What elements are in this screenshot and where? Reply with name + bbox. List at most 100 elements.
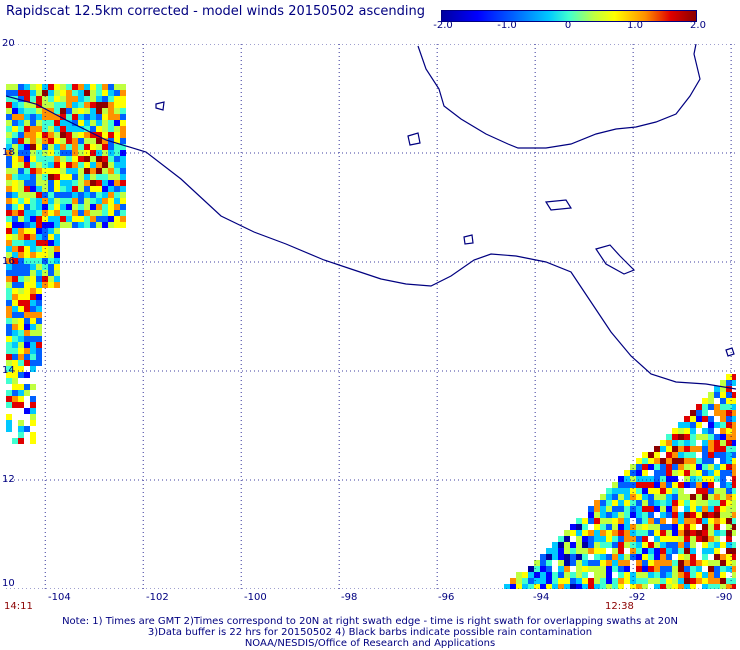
swath-pixel [114,114,120,120]
swath-pixel [54,180,60,186]
swath-pixel [546,548,552,554]
swath-pixel [678,524,684,530]
swath-pixel [114,120,120,126]
swath-pixel [564,578,570,584]
swath-pixel [120,126,126,132]
swath-pixel [114,174,120,180]
swath-pixel [696,434,702,440]
swath-pixel [72,168,78,174]
swath-pixel [618,476,624,482]
swath-pixel [84,96,90,102]
swath-pixel [30,432,36,438]
swath-pixel [564,536,570,542]
swath-pixel [594,566,600,572]
swath-pixel [690,506,696,512]
swath-pixel [690,458,696,464]
swath-pixel [60,96,66,102]
swath-pixel [720,572,726,578]
swath-pixel [564,542,570,548]
swath-pixel [702,464,708,470]
swath-pixel [684,452,690,458]
swath-pixel [36,120,42,126]
swath-pixel [594,530,600,536]
swath-pixel [24,90,30,96]
map-panel [5,43,738,590]
swath-pixel [96,204,102,210]
swath-pixel [612,566,618,572]
swath-pixel [30,102,36,108]
swath-pixel [672,440,678,446]
swath-pixel [588,512,594,518]
swath-pixel [18,276,24,282]
swath-pixel [672,470,678,476]
swath-pixel [96,198,102,204]
swath-pixel [690,542,696,548]
swath-pixel [30,228,36,234]
swath-pixel [684,440,690,446]
swath-pixel [6,420,12,426]
swath-pixel [24,264,30,270]
swath-pixel [558,536,564,542]
swath-pixel [540,572,546,578]
swath-pixel [582,578,588,584]
swath-pixel [606,536,612,542]
swath-pixel [684,578,690,584]
swath-pixel [78,114,84,120]
swath-pixel [642,572,648,578]
swath-pixel [24,276,30,282]
swath-pixel [510,584,516,590]
swath-pixel [690,530,696,536]
swath-pixel [36,222,42,228]
swath-pixel [714,524,720,530]
swath-pixel [108,192,114,198]
swath-pixel [18,150,24,156]
swath-pixel [600,500,606,506]
swath-pixel [648,572,654,578]
swath-pixel [672,578,678,584]
swath-pixel [12,144,18,150]
swath-pixel [600,578,606,584]
swath-pixel [6,150,12,156]
swath-pixel [690,482,696,488]
swath-pixel [72,192,78,198]
swath-pixel [618,506,624,512]
swath-pixel [636,470,642,476]
swath-pixel [732,554,738,560]
swath-pixel [726,464,732,470]
swath-pixel [90,114,96,120]
swath-pixel [54,282,60,288]
swath-pixel [108,132,114,138]
swath-pixel [726,506,732,512]
swath-pixel [648,542,654,548]
swath-pixel [90,222,96,228]
swath-pixel [42,108,48,114]
swath-pixel [696,458,702,464]
swath-pixel [714,440,720,446]
swath-pixel [732,512,738,518]
swath-pixel [678,488,684,494]
swath-pixel [732,542,738,548]
swath-pixel [42,228,48,234]
swath-pixel [30,84,36,90]
swath-pixel [102,210,108,216]
swath-pixel [42,84,48,90]
lon-label: -102 [146,592,169,603]
swath-pixel [84,84,90,90]
swath-pixel [666,548,672,554]
swath-pixel [624,512,630,518]
swath-pixel [666,470,672,476]
swath-pixel [732,422,738,428]
swath-pixel [42,156,48,162]
swath-pixel [648,512,654,518]
swath-pixel [648,530,654,536]
swath-pixel [666,440,672,446]
swath-pixel [60,108,66,114]
swath-pixel [648,464,654,470]
swath-pixel [648,518,654,524]
swath-pixel [546,578,552,584]
swath-pixel [606,518,612,524]
swath-pixel [654,542,660,548]
swath-pixel [36,306,42,312]
swath-pixel [90,144,96,150]
swath-pixel [6,156,12,162]
